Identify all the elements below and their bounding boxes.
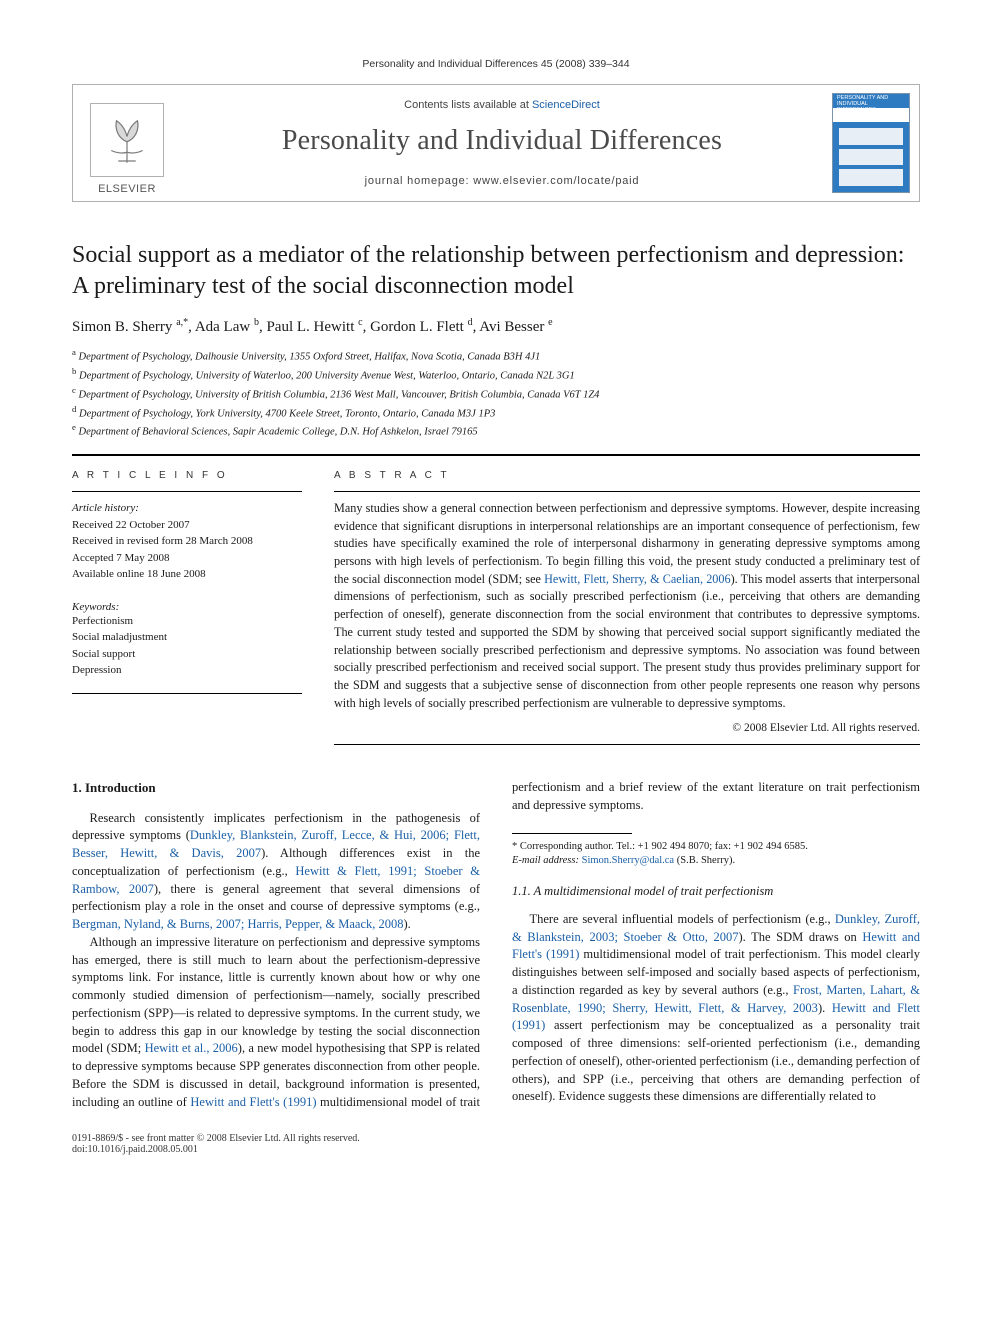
affiliation: a Department of Psychology, Dalhousie Un… xyxy=(72,346,920,365)
article-title: Social support as a mediator of the rela… xyxy=(72,240,920,301)
running-head: Personality and Individual Differences 4… xyxy=(72,58,920,70)
rule-info-left-bottom xyxy=(72,693,302,694)
p3-d: ). xyxy=(818,1001,832,1015)
affiliation: e Department of Behavioral Sciences, Sap… xyxy=(72,421,920,440)
contents-available: Contents lists available at ScienceDirec… xyxy=(189,99,815,111)
author-list: Simon B. Sherry a,*, Ada Law b, Paul L. … xyxy=(72,317,920,336)
front-matter-line: 0191-8869/$ - see front matter © 2008 El… xyxy=(72,1133,360,1144)
keyword: Social maladjustment xyxy=(72,629,302,646)
history-heading: Article history: xyxy=(72,502,139,514)
p2-a: Although an impressive literature on per… xyxy=(72,935,480,1056)
history-received: Received 22 October 2007 xyxy=(72,517,302,534)
p3-e: assert perfectionism may be conceptualiz… xyxy=(512,1018,920,1103)
article-body: 1. Introduction Research consistently im… xyxy=(72,779,920,1111)
contents-prefix: Contents lists available at xyxy=(404,99,532,111)
keyword: Perfectionism xyxy=(72,613,302,630)
homepage-prefix: journal homepage: xyxy=(365,175,474,187)
article-info-label: A R T I C L E I N F O xyxy=(72,470,302,481)
elsevier-tree-icon xyxy=(90,103,164,177)
email-label: E-mail address: xyxy=(512,855,579,866)
history-revised: Received in revised form 28 March 2008 xyxy=(72,533,302,550)
affiliations: a Department of Psychology, Dalhousie Un… xyxy=(72,346,920,440)
affiliation: c Department of Psychology, University o… xyxy=(72,384,920,403)
cite-link[interactable]: Bergman, Nyland, & Burns, 2007; Harris, … xyxy=(72,917,404,931)
abstract-text: Many studies show a general connection b… xyxy=(334,500,920,712)
footer-bar: 0191-8869/$ - see front matter © 2008 El… xyxy=(72,1133,920,1155)
publisher-block: ELSEVIER xyxy=(73,85,181,201)
p1-d: ). xyxy=(404,917,411,931)
homepage-url: www.elsevier.com/locate/paid xyxy=(473,175,639,187)
journal-cover-thumb: PERSONALITY AND INDIVIDUAL DIFFERENCES xyxy=(832,93,910,193)
abstract-label: A B S T R A C T xyxy=(334,470,920,481)
cite-link[interactable]: Hewitt et al., 2006 xyxy=(145,1041,238,1055)
journal-banner: ELSEVIER Contents lists available at Sci… xyxy=(72,84,920,202)
email-who: (S.B. Sherry). xyxy=(677,855,735,866)
journal-homepage: journal homepage: www.elsevier.com/locat… xyxy=(189,175,815,187)
para-3: There are several influential models of … xyxy=(512,911,920,1106)
keywords-list: PerfectionismSocial maladjustmentSocial … xyxy=(72,613,302,679)
para-1: Research consistently implicates perfect… xyxy=(72,810,480,934)
p3-a: There are several influential models of … xyxy=(530,912,835,926)
section-1-heading: 1. Introduction xyxy=(72,779,480,797)
footnote-rule xyxy=(512,833,632,834)
publisher-name: ELSEVIER xyxy=(98,183,156,195)
abstract-citation-link[interactable]: Hewitt, Flett, Sherry, & Caelian, 2006 xyxy=(544,572,730,586)
journal-name: Personality and Individual Differences xyxy=(189,125,815,157)
rule-info-right xyxy=(334,491,920,492)
keyword: Depression xyxy=(72,662,302,679)
keyword: Social support xyxy=(72,646,302,663)
corresponding-author-note: * Corresponding author. Tel.: +1 902 494… xyxy=(512,840,920,869)
sciencedirect-link[interactable]: ScienceDirect xyxy=(532,99,600,111)
p3-b: ). The SDM draws on xyxy=(739,930,863,944)
corr-email-link[interactable]: Simon.Sherry@dal.ca xyxy=(582,855,675,866)
rule-info-left xyxy=(72,491,302,492)
history-accepted: Accepted 7 May 2008 xyxy=(72,550,302,567)
keywords-heading: Keywords: xyxy=(72,601,302,613)
corr-line: * Corresponding author. Tel.: +1 902 494… xyxy=(512,840,920,855)
abstract-post: ). This model asserts that interpersonal… xyxy=(334,572,920,710)
rule-info-right-bottom xyxy=(334,744,920,745)
history-online: Available online 18 June 2008 xyxy=(72,566,302,583)
abstract-copyright: © 2008 Elsevier Ltd. All rights reserved… xyxy=(334,722,920,734)
section-1-1-heading: 1.1. A multidimensional model of trait p… xyxy=(512,883,920,901)
affiliation: b Department of Psychology, University o… xyxy=(72,365,920,384)
affiliation: d Department of Psychology, York Univers… xyxy=(72,403,920,422)
doi-line: doi:10.1016/j.paid.2008.05.001 xyxy=(72,1144,360,1155)
cite-link[interactable]: Hewitt and Flett's (1991) xyxy=(190,1095,316,1109)
